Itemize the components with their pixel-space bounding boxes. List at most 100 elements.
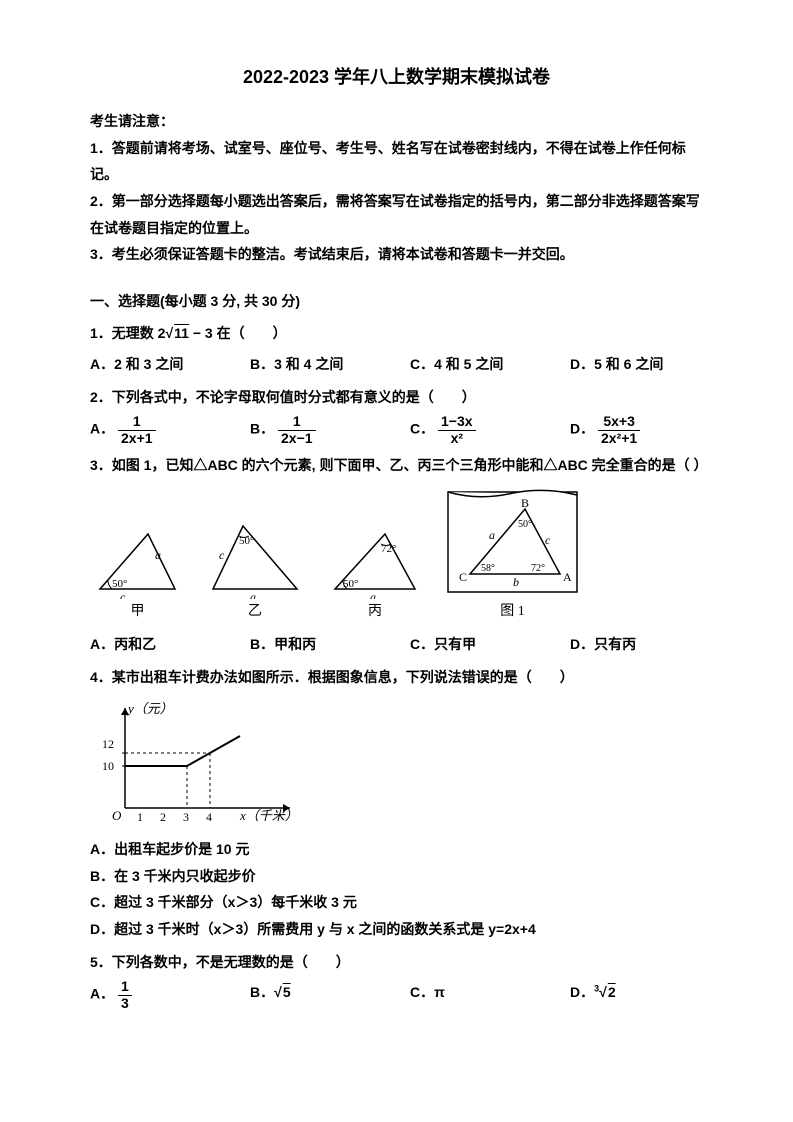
- svg-text:A: A: [563, 570, 572, 584]
- q3-label-fig1: 图 1: [445, 599, 580, 626]
- svg-text:58°: 58°: [481, 563, 495, 574]
- q2-c-num: 1−3x: [438, 414, 476, 430]
- svg-text:a: a: [250, 590, 256, 599]
- q3-dia-fig1: B C A 50° 58° 72° a c b 图 1: [445, 489, 580, 626]
- q1-radicand: 11: [173, 325, 189, 341]
- exam-title: 2022-2023 学年八上数学期末模拟试卷: [90, 60, 703, 94]
- q3-options: A．丙和乙 B．甲和丙 C．只有甲 D．只有丙: [90, 631, 703, 658]
- notice-line-3: 3．考生必须保证答题卡的整洁。考试结束后，请将本试卷和答题卡一并交回。: [90, 241, 703, 268]
- q1-stem-post: − 3 在（ ）: [189, 325, 287, 341]
- q3-label-bing: 丙: [325, 599, 425, 626]
- q2-b-num: 1: [278, 414, 316, 430]
- svg-text:12: 12: [102, 737, 114, 751]
- svg-text:a: a: [370, 590, 376, 599]
- q3-label-jia: 甲: [90, 599, 185, 626]
- q2-d-label: D．: [570, 421, 594, 437]
- q5-stem: 5．下列各数中，不是无理数的是（ ）: [90, 949, 703, 976]
- q2-opt-c: C． 1−3xx²: [410, 414, 530, 446]
- q3-stem: 3．如图 1，已知△ABC 的六个元素, 则下面甲、乙、丙三个三角形中能和△AB…: [90, 452, 703, 479]
- svg-text:a: a: [489, 528, 495, 542]
- q5-a-den: 3: [118, 996, 132, 1011]
- q2-a-label: A．: [90, 421, 114, 437]
- svg-text:3: 3: [183, 810, 189, 824]
- svg-text:72°: 72°: [531, 563, 545, 574]
- q4-chart: 12 10 1 2 3 4 y（元） x（千米） O: [90, 698, 703, 828]
- svg-text:4: 4: [206, 810, 212, 824]
- svg-text:y（元）: y（元）: [126, 701, 173, 716]
- q3-opt-a: A．丙和乙: [90, 631, 210, 658]
- q3-dia-yi: 50° c a 乙: [205, 514, 305, 626]
- svg-text:50°: 50°: [343, 578, 358, 590]
- fare-chart-icon: 12 10 1 2 3 4 y（元） x（千米） O: [90, 698, 310, 828]
- q5-a-label: A．: [90, 986, 114, 1002]
- q4-opt-a: A．出租车起步价是 10 元: [90, 836, 703, 863]
- notice-line-1: 1．答题前请将考场、试室号、座位号、考生号、姓名写在试卷密封线内，不得在试卷上作…: [90, 135, 703, 188]
- q2-a-den: 2x+1: [118, 431, 156, 446]
- svg-text:c: c: [219, 548, 225, 562]
- q1-opt-b: B．3 和 4 之间: [250, 351, 370, 378]
- svg-text:c: c: [545, 533, 551, 547]
- q3-dia-bing: 50° 72° a 丙: [325, 519, 425, 626]
- q2-b-label: B．: [250, 421, 274, 437]
- q5-b-rad: 5: [282, 984, 291, 1000]
- q2-opt-a: A． 12x+1: [90, 414, 210, 446]
- svg-text:1: 1: [137, 810, 143, 824]
- q5-d-rad: 2: [607, 984, 616, 1000]
- q1-options: A．2 和 3 之间 B．3 和 4 之间 C．4 和 5 之间 D．5 和 6…: [90, 351, 703, 378]
- q2-c-den: x²: [438, 431, 476, 446]
- notice-block: 考生请注意： 1．答题前请将考场、试室号、座位号、考生号、姓名写在试卷密封线内，…: [90, 108, 703, 268]
- q5-b-label: B．: [250, 984, 274, 1000]
- q2-options: A． 12x+1 B． 12x−1 C． 1−3xx² D． 5x+32x²+1: [90, 414, 703, 446]
- q2-opt-d: D． 5x+32x²+1: [570, 414, 690, 446]
- q2-c-label: C．: [410, 421, 434, 437]
- svg-text:C: C: [459, 570, 467, 584]
- q5-opt-b: B．√5: [250, 979, 370, 1011]
- q3-label-yi: 乙: [205, 599, 305, 626]
- q3-opt-c: C．只有甲: [410, 631, 530, 658]
- q1-opt-d: D．5 和 6 之间: [570, 351, 690, 378]
- q4-opt-c: C．超过 3 千米部分（x＞3）每千米收 3 元: [90, 889, 703, 916]
- q2-opt-b: B． 12x−1: [250, 414, 370, 446]
- triangle-jia-icon: 50° a c: [90, 519, 185, 599]
- q5-opt-a: A． 13: [90, 979, 210, 1011]
- svg-text:b: b: [513, 575, 519, 589]
- q1-stem: 1．无理数 2√11 − 3 在（ ）: [90, 320, 703, 347]
- svg-text:B: B: [521, 496, 529, 510]
- triangle-yi-icon: 50° c a: [205, 514, 305, 599]
- q3-opt-b: B．甲和丙: [250, 631, 370, 658]
- q3-dia-jia: 50° a c 甲: [90, 519, 185, 626]
- svg-text:a: a: [155, 548, 161, 562]
- notice-line-2: 2．第一部分选择题每小题选出答案后，需将答案写在试卷指定的括号内，第二部分非选择…: [90, 188, 703, 241]
- q3-diagrams: 50° a c 甲 50° c a 乙 50° 72° a 丙: [90, 489, 703, 626]
- q2-d-den: 2x²+1: [598, 431, 640, 446]
- q4-opt-d: D．超过 3 千米时（x＞3）所需费用 y 与 x 之间的函数关系式是 y=2x…: [90, 916, 703, 943]
- q4-opt-b: B．在 3 千米内只收起步价: [90, 863, 703, 890]
- q5-options: A． 13 B．√5 C．π D．3√2: [90, 979, 703, 1011]
- q5-opt-c: C．π: [410, 979, 530, 1011]
- q1-opt-c: C．4 和 5 之间: [410, 351, 530, 378]
- svg-text:x（千米）: x（千米）: [239, 808, 298, 823]
- q5-opt-d: D．3√2: [570, 979, 690, 1011]
- q2-b-den: 2x−1: [278, 431, 316, 446]
- triangle-bing-icon: 50° 72° a: [325, 519, 425, 599]
- notice-head: 考生请注意：: [90, 108, 703, 135]
- q1: 1．无理数 2√11 − 3 在（ ）: [90, 320, 703, 347]
- section-1-head: 一、选择题(每小题 3 分, 共 30 分): [90, 288, 703, 315]
- q2-a-num: 1: [118, 414, 156, 430]
- svg-text:O: O: [112, 808, 122, 823]
- q2-stem: 2．下列各式中，不论字母取何值时分式都有意义的是（ ）: [90, 384, 703, 411]
- svg-text:10: 10: [102, 759, 114, 773]
- q5-d-label: D．: [570, 984, 594, 1000]
- triangle-fig1-icon: B C A 50° 58° 72° a c b: [445, 489, 580, 599]
- q5-a-num: 1: [118, 979, 132, 995]
- q2-d-num: 5x+3: [598, 414, 640, 430]
- q4-stem: 4．某市出租车计费办法如图所示．根据图象信息，下列说法错误的是（ ）: [90, 664, 703, 691]
- q5-d-root: 3: [594, 984, 599, 994]
- svg-text:50°: 50°: [518, 519, 532, 530]
- svg-text:c: c: [120, 590, 126, 599]
- svg-text:50°: 50°: [112, 578, 127, 590]
- q3-opt-d: D．只有丙: [570, 631, 690, 658]
- svg-text:2: 2: [160, 810, 166, 824]
- q1-stem-pre: 1．无理数 2: [90, 325, 165, 341]
- q1-opt-a: A．2 和 3 之间: [90, 351, 210, 378]
